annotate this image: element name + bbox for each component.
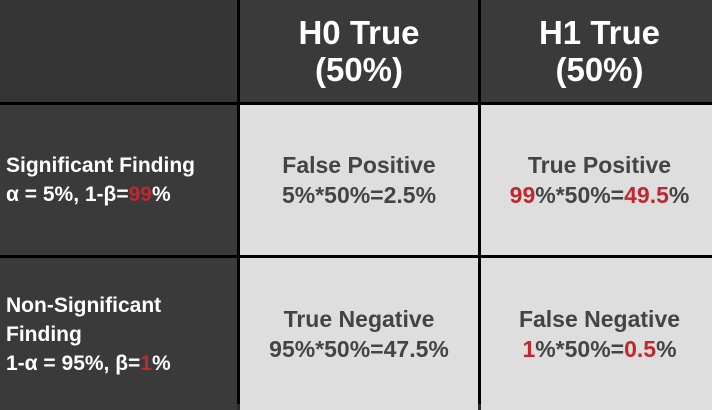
cell-true-negative: True Negative 95%*50%=47.5% <box>240 258 478 410</box>
row-header-significant: Significant Finding α = 5%, 1-β=99% <box>0 105 237 255</box>
column-header-h0: H0 True (50%) <box>240 0 478 102</box>
column-header-title: H0 True <box>298 14 420 51</box>
row-header-non-significant: Non-Significant Finding 1-α = 95%, β=1% <box>0 258 237 410</box>
cell-formula: 5%*50%=2.5% <box>281 182 437 208</box>
cell-title: False Negative <box>518 306 681 332</box>
row-header-line2: α = 5%, 1-β=99% <box>6 183 171 206</box>
row-header-line1: Significant Finding <box>6 154 195 177</box>
row-header-line3: 1-α = 95%, β=1% <box>6 351 171 375</box>
cell-formula: 95%*50%=47.5% <box>269 336 449 362</box>
cell-title: False Positive <box>282 152 436 178</box>
column-header-h1: H1 True (50%) <box>481 0 712 102</box>
cell-formula: 99%*50%=49.5% <box>509 182 690 208</box>
row-header-line2: Finding <box>6 322 82 346</box>
column-header-share: (50%) <box>555 51 644 88</box>
column-header-share: (50%) <box>314 51 404 88</box>
cell-false-positive: False Positive 5%*50%=2.5% <box>240 105 478 255</box>
cell-formula: 1%*50%=0.5% <box>522 336 677 362</box>
corner-cell <box>0 0 237 102</box>
cell-title: True Negative <box>283 306 435 332</box>
row-header-line1: Non-Significant <box>6 293 162 317</box>
column-header-title: H1 True <box>538 14 661 51</box>
cell-true-positive: True Positive 99%*50%=49.5% <box>481 105 712 255</box>
cell-false-negative: False Negative 1%*50%=0.5% <box>481 258 712 410</box>
cell-title: True Positive <box>527 152 672 178</box>
